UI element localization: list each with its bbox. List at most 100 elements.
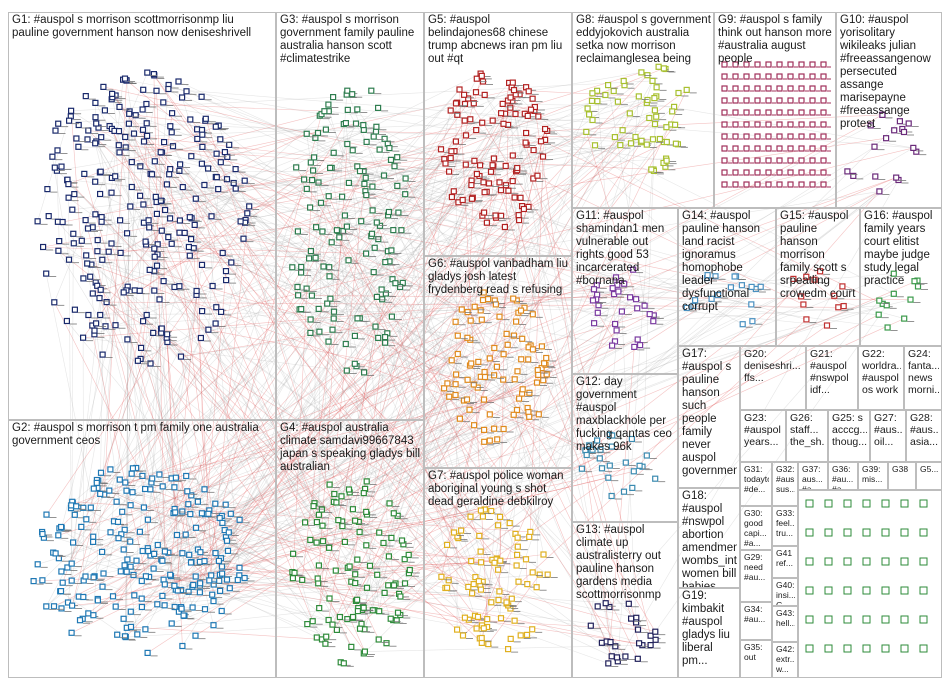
node-g2 <box>168 620 175 627</box>
node-g1 <box>65 256 73 263</box>
edge <box>109 490 295 574</box>
edge <box>88 130 358 560</box>
node-g2 <box>131 592 138 599</box>
node-g1 <box>94 237 101 244</box>
node-g4 <box>366 562 374 569</box>
edge <box>123 554 190 620</box>
edge <box>511 294 615 599</box>
node-g2 <box>171 484 178 491</box>
node-g1 <box>97 311 104 319</box>
group-box-g33: G33: feel... tru... <box>772 506 798 546</box>
edge <box>103 86 380 150</box>
group-label-g24: G24: fanta... news morni... <box>908 348 939 396</box>
edge <box>157 197 515 245</box>
node-g2 <box>57 587 65 595</box>
node-g1 <box>96 190 104 198</box>
edge <box>199 114 322 593</box>
edge <box>147 375 495 552</box>
node-g1 <box>199 308 206 315</box>
edge <box>331 167 356 336</box>
edge <box>292 180 313 579</box>
node-g2 <box>227 510 234 517</box>
edge <box>393 130 623 514</box>
node-g1 <box>197 334 204 342</box>
edge <box>148 416 530 552</box>
node-g3 <box>370 269 377 276</box>
edge <box>62 332 154 583</box>
edge <box>389 359 529 504</box>
node-g1 <box>84 136 91 143</box>
edge <box>243 238 311 252</box>
edge <box>310 319 468 381</box>
node-g2 <box>198 510 205 517</box>
node-g2 <box>223 537 231 544</box>
group-label-g11: G11: #auspol shamindan1 men vulnerable o… <box>576 210 665 287</box>
edge <box>333 74 648 319</box>
group-box-g1: G1: #auspol s morrison scottmorrisonmp l… <box>8 12 276 420</box>
node-g2 <box>123 487 130 494</box>
node-g2 <box>122 479 129 486</box>
edge <box>195 198 205 490</box>
node-g1 <box>176 217 183 224</box>
edge <box>85 126 377 221</box>
node-g1 <box>122 133 129 141</box>
node-g1 <box>92 99 99 107</box>
node-g1 <box>139 106 146 113</box>
node-g2 <box>183 472 190 480</box>
edge <box>219 580 364 609</box>
node-g3 <box>368 230 376 237</box>
edge <box>204 120 465 562</box>
group-label-g39: G39: mis... <box>862 464 883 484</box>
edge <box>471 458 600 562</box>
node-g1 <box>157 149 164 156</box>
node-g2 <box>30 577 37 585</box>
group-label-g18: G18: #auspol #nswpol abortion amendment … <box>682 490 737 588</box>
node-g3 <box>349 91 356 98</box>
edge <box>448 580 612 657</box>
node-g1 <box>85 311 92 319</box>
node-g1 <box>127 203 134 210</box>
node-g1 <box>121 75 129 82</box>
node-g3 <box>327 295 334 302</box>
edge <box>221 96 640 612</box>
edge <box>150 291 619 490</box>
node-g1 <box>205 326 212 333</box>
edge <box>204 133 307 186</box>
node-g1 <box>209 282 216 290</box>
edge <box>94 143 214 626</box>
node-g1 <box>194 135 201 142</box>
edge <box>174 508 406 584</box>
node-g1 <box>92 178 99 185</box>
edge <box>123 424 475 620</box>
edge <box>235 141 542 189</box>
edge <box>381 208 525 290</box>
edge <box>306 133 375 611</box>
edge <box>403 108 588 545</box>
edge <box>607 85 645 306</box>
node-g2 <box>68 602 76 609</box>
node-g1 <box>150 70 157 78</box>
node-g1 <box>213 174 220 181</box>
edge <box>58 250 480 582</box>
node-g2 <box>114 631 121 638</box>
edge <box>204 184 240 568</box>
group-box-g35: G35: out <box>740 640 772 678</box>
edge <box>534 96 639 112</box>
edge <box>467 311 612 657</box>
node-g1 <box>176 283 183 290</box>
node-g3 <box>294 228 301 235</box>
node-g1 <box>125 120 133 127</box>
node-g3 <box>390 227 397 234</box>
group-box-g17: G17: #auspol s pauline hanson such peopl… <box>678 346 740 488</box>
edge <box>375 131 654 140</box>
edge <box>205 120 452 152</box>
edge <box>180 356 339 521</box>
edge <box>83 293 615 338</box>
edge <box>239 144 527 568</box>
edge <box>342 230 458 537</box>
edge <box>462 199 606 604</box>
edge <box>245 139 654 221</box>
node-g1 <box>52 127 59 134</box>
edge <box>104 110 637 619</box>
edge <box>608 346 635 664</box>
